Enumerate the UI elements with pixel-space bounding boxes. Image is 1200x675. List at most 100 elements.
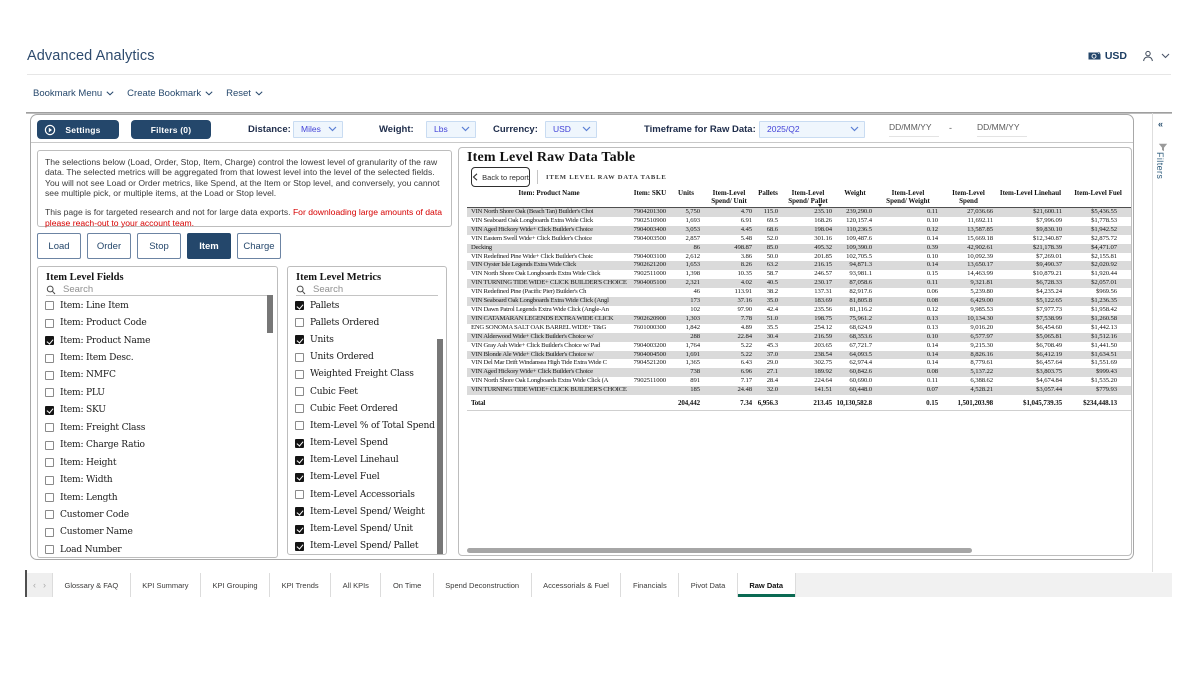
- back-to-report-button[interactable]: Back to report: [471, 167, 530, 187]
- currency-dropdown[interactable]: USD: [545, 120, 597, 138]
- table-row[interactable]: VIN Redefined Pine (Pacific Pier) Builde…: [471, 288, 1117, 296]
- checkbox[interactable]: [295, 387, 304, 397]
- metrics-search-input[interactable]: Search: [296, 284, 438, 296]
- checkbox-list-item[interactable]: Item: Line Item: [38, 297, 277, 314]
- settings-button[interactable]: Settings: [37, 120, 119, 139]
- date-to-input[interactable]: DD/MM/YY: [977, 122, 1027, 137]
- checkbox-list-item[interactable]: Item: Charge Ratio: [38, 437, 277, 454]
- page-tab[interactable]: Pivot Data: [679, 573, 738, 597]
- checkbox-list-item[interactable]: Item-Level Spend/ Unit: [288, 520, 446, 537]
- table-row[interactable]: VIN Oyster Isle Legends Extra Wide Click…: [467, 261, 1131, 271]
- weight-dropdown[interactable]: Lbs: [426, 120, 476, 138]
- checkbox[interactable]: [45, 370, 54, 380]
- checkbox-list-item[interactable]: Item-Level Fuel: [288, 469, 446, 486]
- table-row[interactable]: VIN Gray Ash Wide+ Click Builder's Choic…: [471, 341, 1117, 349]
- checkbox-list-item[interactable]: Load Number: [38, 541, 277, 558]
- table-row[interactable]: ENG SONOMA SALT OAK BARREL WIDE+ T&G 7601…: [471, 323, 1117, 331]
- table-row[interactable]: Decking 86 498.87 85.0 495.32 109,390.0 0.39 42…: [467, 243, 1131, 253]
- checkbox-list-item[interactable]: Item: SKU: [38, 402, 277, 419]
- checkbox[interactable]: [45, 510, 54, 520]
- checkbox[interactable]: [45, 318, 54, 328]
- column-header[interactable]: Units: [669, 187, 703, 208]
- checkbox-list-item[interactable]: Item-Level Linehaul: [288, 452, 446, 469]
- column-header[interactable]: Item-Level Spend/ Unit: [703, 187, 755, 208]
- timeframe-dropdown[interactable]: 2025/Q2: [759, 120, 865, 138]
- checkbox[interactable]: [295, 335, 304, 345]
- checkbox[interactable]: [295, 524, 304, 534]
- table-row[interactable]: VIN Redefined Pine Wide+ Click Builder's…: [471, 252, 1117, 260]
- checkbox[interactable]: [295, 318, 304, 328]
- checkbox[interactable]: [45, 353, 54, 363]
- table-row[interactable]: VIN North Shore Oak Longboards Extra Wid…: [471, 377, 1117, 385]
- menu-item[interactable]: Bookmark Menu: [33, 88, 114, 99]
- column-header[interactable]: Weight: [835, 187, 875, 208]
- checkbox[interactable]: [45, 336, 54, 346]
- account-chevron-down-icon[interactable]: [1161, 53, 1170, 59]
- checkbox[interactable]: [295, 472, 304, 482]
- table-row[interactable]: VIN Aged Hickory Wide+ Click Builder's C…: [467, 225, 1131, 235]
- table-row[interactable]: VIN Seaboard Oak Longboards Extra Wide C…: [467, 297, 1131, 306]
- checkbox[interactable]: [45, 475, 54, 485]
- checkbox[interactable]: [295, 352, 304, 362]
- checkbox-list-item[interactable]: Item-Level Spend/ Pallet: [288, 538, 446, 555]
- checkbox[interactable]: [295, 541, 304, 551]
- menu-item[interactable]: Reset: [226, 88, 263, 99]
- filters-button[interactable]: Filters (0): [131, 120, 211, 139]
- checkbox-list-item[interactable]: Item: Freight Class: [38, 419, 277, 436]
- column-header[interactable]: Item-Level Spend/ Pallet: [781, 187, 835, 208]
- page-tab[interactable]: Raw Data: [737, 573, 796, 597]
- distance-dropdown[interactable]: Miles: [293, 120, 343, 138]
- checkbox-list-item[interactable]: Item: Product Name: [38, 332, 277, 349]
- checkbox-list-item[interactable]: Weighted Freight Class: [288, 366, 446, 383]
- table-row[interactable]: VIN TURNING TIDE WIDE+ CLICK BUILDER'S C…: [467, 386, 1131, 398]
- checkbox-list-item[interactable]: Pallets Ordered: [288, 314, 446, 331]
- checkbox[interactable]: [295, 490, 304, 500]
- column-header[interactable]: Item-Level Fuel: [1065, 187, 1131, 208]
- table-row[interactable]: VIN Eastern Swell Wide+ Click Builder's …: [471, 234, 1117, 242]
- page-tab[interactable]: KPI Summary: [130, 573, 202, 597]
- checkbox-list-item[interactable]: Item-Level % of Total Spend: [288, 417, 446, 434]
- table-row[interactable]: VIN North Shore Oak (Beach Tan) Builder'…: [467, 207, 1131, 217]
- page-tab[interactable]: Accessorials & Fuel: [531, 573, 622, 597]
- checkbox-list-item[interactable]: Cubic Feet: [288, 383, 446, 400]
- table-row[interactable]: VIN TURNING TIDE WIDE+ CLICK BUILDER'S C…: [467, 279, 1131, 289]
- date-from-input[interactable]: DD/MM/YY: [889, 122, 939, 137]
- column-header[interactable]: Item: Product Name: [467, 187, 631, 208]
- fields-search-input[interactable]: Search: [46, 284, 269, 296]
- filter-pane-expand-icon[interactable]: «: [1158, 119, 1164, 129]
- checkbox-list-item[interactable]: Item: Width: [38, 471, 277, 488]
- menu-item[interactable]: Create Bookmark: [127, 88, 213, 99]
- level-button[interactable]: Order: [87, 233, 131, 259]
- checkbox[interactable]: [295, 301, 304, 311]
- table-row[interactable]: VIN North Shore Oak Longboards Extra Wid…: [471, 270, 1117, 278]
- checkbox[interactable]: [295, 455, 304, 465]
- column-header[interactable]: Item-Level Spend: [941, 187, 996, 208]
- checkbox-list-item[interactable]: Units: [288, 331, 446, 348]
- checkbox[interactable]: [295, 404, 304, 414]
- checkbox-list-item[interactable]: Cubic Feet Ordered: [288, 400, 446, 417]
- checkbox[interactable]: [295, 438, 304, 448]
- checkbox-list-item[interactable]: Item: Height: [38, 454, 277, 471]
- level-button[interactable]: Stop: [137, 233, 181, 259]
- table-row[interactable]: VIN Blonde Ale Wide+ Click Builder's Cho…: [467, 350, 1131, 360]
- metrics-scrollbar-thumb[interactable]: [437, 339, 443, 554]
- column-header[interactable]: Item: SKU: [631, 187, 669, 208]
- tab-next-icon[interactable]: ›: [43, 580, 46, 590]
- table-row[interactable]: VIN CATAMARAN LEGENDS EXTRA WIDE CLICK 79…: [467, 314, 1131, 324]
- column-header[interactable]: Item-Level Linehaul: [996, 187, 1065, 208]
- page-tab[interactable]: All KPIs: [331, 573, 382, 597]
- table-row[interactable]: VIN Seaboard Oak Longboards Extra Wide C…: [471, 216, 1117, 224]
- checkbox[interactable]: [45, 545, 54, 555]
- column-header[interactable]: Item-Level Spend/ Weight: [875, 187, 941, 208]
- level-button[interactable]: Charge: [237, 233, 281, 259]
- tab-prev-icon[interactable]: ‹: [33, 580, 36, 590]
- checkbox-list-item[interactable]: Item-Level Accessorials: [288, 486, 446, 503]
- checkbox[interactable]: [295, 507, 304, 517]
- table-row[interactable]: VIN Del Mar Drift Windansea High Tide Ex…: [471, 359, 1117, 367]
- checkbox[interactable]: [295, 369, 304, 379]
- checkbox[interactable]: [45, 301, 54, 311]
- page-tab[interactable]: On Time: [381, 573, 434, 597]
- checkbox-list-item[interactable]: Customer Name: [38, 524, 277, 541]
- checkbox[interactable]: [45, 458, 54, 468]
- page-tab[interactable]: KPI Grouping: [201, 573, 271, 597]
